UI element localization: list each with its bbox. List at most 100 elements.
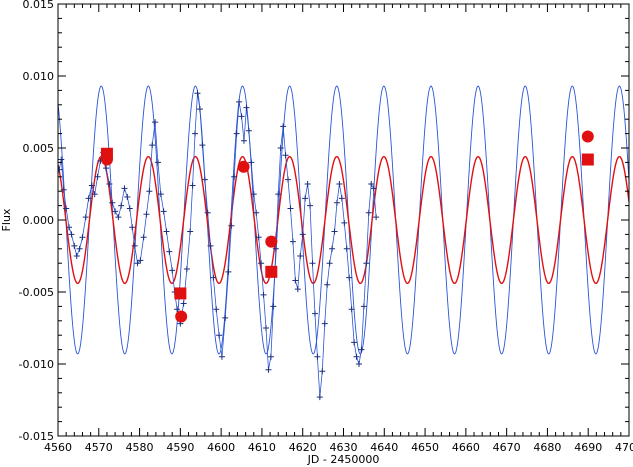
observation-point <box>272 245 279 252</box>
observation-point <box>360 303 367 310</box>
model-curve-red <box>58 155 629 285</box>
red-circle-point <box>100 153 113 166</box>
observation-point <box>218 353 225 360</box>
observation-point <box>94 173 101 180</box>
observation-point <box>131 242 138 249</box>
observation-point <box>280 123 287 130</box>
observation-point <box>112 208 119 215</box>
observation-point <box>222 314 229 321</box>
y-axis: -0.015 -0.010 -0.005 0.000 0.005 0.010 0.015 <box>19 0 629 443</box>
observation-point <box>225 268 232 275</box>
observation-point <box>194 90 201 97</box>
plot-area <box>58 85 629 401</box>
observation-point <box>149 142 156 149</box>
x-tick-label: 4560 <box>44 441 72 454</box>
observation-point <box>333 199 340 206</box>
observation-point <box>166 248 173 255</box>
observation-point <box>192 130 199 137</box>
observation-point <box>91 191 98 198</box>
observation-point <box>282 152 289 159</box>
observation-point <box>82 214 89 221</box>
y-tick-label: -0.015 <box>19 430 54 443</box>
observation-point <box>201 176 208 183</box>
observation-point <box>63 205 70 212</box>
observation-point <box>174 306 181 313</box>
observation-point <box>236 98 243 105</box>
observation-point <box>163 228 170 235</box>
observation-point <box>169 267 176 274</box>
observation-point <box>331 228 338 235</box>
red-square-point <box>265 265 278 278</box>
observation-point <box>324 281 331 288</box>
observation-point <box>199 142 206 149</box>
observation-point <box>124 193 131 200</box>
observation-point <box>68 231 75 238</box>
observation-point <box>338 195 345 202</box>
x-tick-label: 4670 <box>493 441 521 454</box>
observation-point <box>76 245 83 252</box>
x-tick-label: 4600 <box>207 441 235 454</box>
observation-point <box>255 234 262 241</box>
observation-point <box>341 219 348 226</box>
x-tick-label: 4690 <box>574 441 602 454</box>
observation-point <box>66 224 73 231</box>
x-tick-label: 4680 <box>533 441 561 454</box>
red-square-point <box>174 287 187 300</box>
observation-point <box>329 245 336 252</box>
observation-point <box>260 291 267 298</box>
x-tick-label: 4610 <box>248 441 276 454</box>
observation-point <box>213 306 220 313</box>
observation-point <box>348 306 355 313</box>
observation-point <box>326 260 333 267</box>
observation-point <box>248 159 255 166</box>
observation-point <box>358 346 365 353</box>
observation-point <box>250 191 257 198</box>
observation-point <box>321 320 328 327</box>
y-tick-label: 0.015 <box>23 0 55 11</box>
plot-clip-group <box>58 85 629 401</box>
observation-point <box>71 242 78 249</box>
observation-point <box>346 274 353 281</box>
observation-point <box>373 214 380 221</box>
observation-point <box>129 224 136 231</box>
red-circle-point <box>581 130 594 143</box>
y-tick-label: -0.010 <box>19 358 54 371</box>
observation-point <box>146 188 153 195</box>
observation-point <box>228 222 235 229</box>
observation-point <box>270 303 277 310</box>
observation-point <box>121 185 128 192</box>
observation-point <box>204 209 211 216</box>
observation-point <box>109 199 116 206</box>
observation-point <box>187 228 194 235</box>
observation-point <box>258 260 265 267</box>
observation-point <box>231 173 238 180</box>
observation-point <box>311 310 318 317</box>
observation-point <box>355 361 362 367</box>
x-tick-label: 4700 <box>615 441 633 454</box>
y-tick-label: -0.005 <box>19 286 54 299</box>
red-circle-point <box>175 310 188 323</box>
red-circle-point <box>237 160 250 173</box>
x-tick-label: 4620 <box>289 441 317 454</box>
observation-point <box>157 191 164 198</box>
observation-point <box>285 176 292 183</box>
observation-point <box>137 257 144 264</box>
observation-point <box>58 156 65 163</box>
observation-point <box>297 253 304 259</box>
observation-point <box>58 166 63 173</box>
observation-point <box>160 208 167 215</box>
y-tick-label: 0.000 <box>23 214 55 227</box>
observation-point <box>275 191 282 198</box>
observation-point <box>294 286 301 293</box>
observation-point <box>277 145 284 151</box>
observation-point <box>88 182 95 189</box>
y-tick-label: 0.005 <box>23 142 55 155</box>
observation-point <box>304 181 311 187</box>
x-tick-label: 4590 <box>166 441 194 454</box>
observation-point <box>106 181 113 187</box>
observation-point <box>189 182 196 189</box>
observation-point <box>353 353 360 360</box>
x-tick-label: 4640 <box>370 441 398 454</box>
observation-point <box>85 195 92 202</box>
